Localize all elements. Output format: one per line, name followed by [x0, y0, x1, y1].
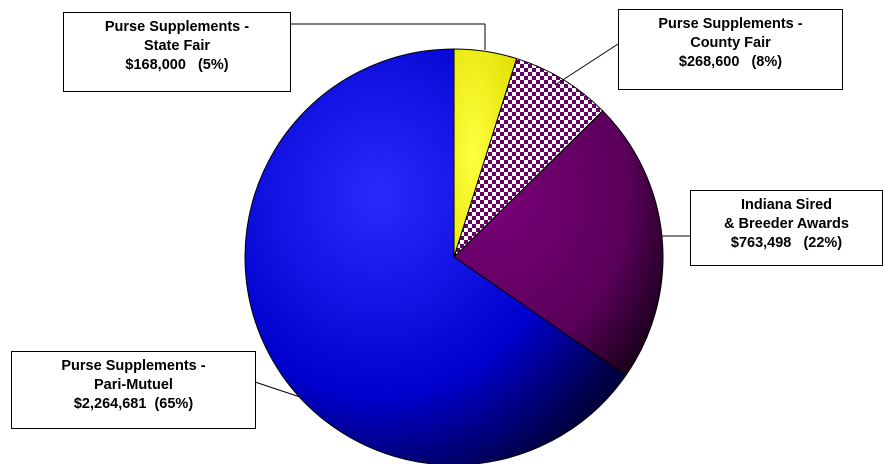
label-state-fair-line1: Purse Supplements -: [64, 18, 290, 37]
leader-line-county-fair: [555, 44, 618, 85]
label-pari-mutuel-line3: $2,264,681 (65%): [12, 395, 255, 414]
label-county-fair-line3: $268,600 (8%): [619, 53, 842, 72]
label-breeder-awards: Indiana Sired & Breeder Awards $763,498 …: [690, 190, 883, 266]
label-state-fair-line3: $168,000 (5%): [64, 56, 290, 75]
label-breeder-awards-line3: $763,498 (22%): [691, 234, 882, 253]
label-state-fair: Purse Supplements - State Fair $168,000 …: [63, 12, 291, 92]
label-breeder-awards-line2: & Breeder Awards: [691, 215, 882, 234]
label-county-fair: Purse Supplements - County Fair $268,600…: [618, 9, 843, 90]
label-county-fair-line1: Purse Supplements -: [619, 15, 842, 34]
label-pari-mutuel: Purse Supplements - Pari-Mutuel $2,264,6…: [11, 351, 256, 429]
label-pari-mutuel-line2: Pari-Mutuel: [12, 376, 255, 395]
label-pari-mutuel-line1: Purse Supplements -: [12, 357, 255, 376]
label-state-fair-line2: State Fair: [64, 37, 290, 56]
label-county-fair-line2: County Fair: [619, 34, 842, 53]
label-breeder-awards-line1: Indiana Sired: [691, 196, 882, 215]
